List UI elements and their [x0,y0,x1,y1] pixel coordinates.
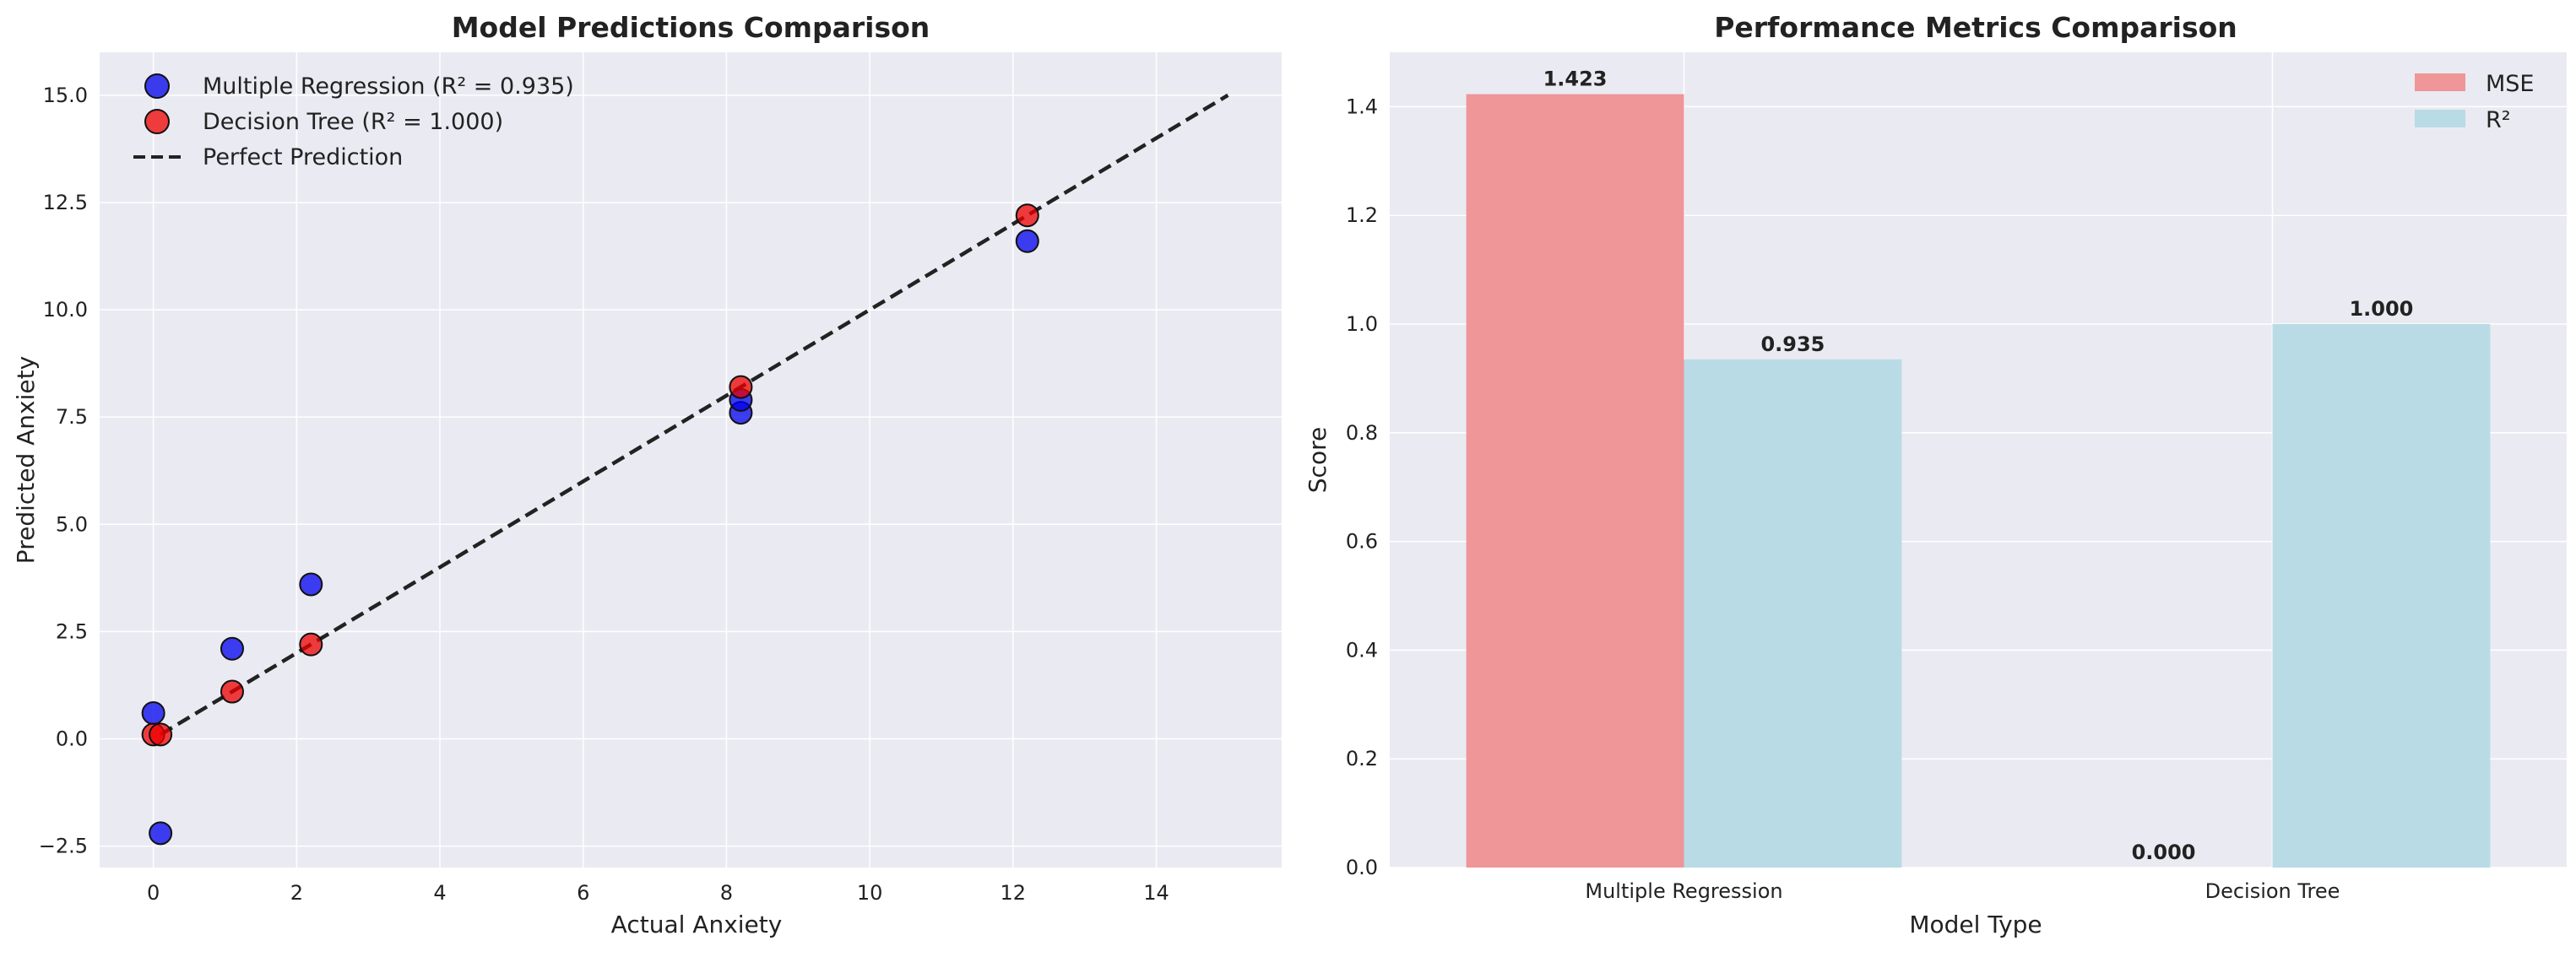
mse-value-label: 0.000 [2132,841,2196,864]
scatter-y-tick-label: 0.0 [56,727,88,750]
regression-point [299,572,323,597]
bar-y-axis-label: Score [1304,427,1331,493]
mse-value-label: 1.423 [1543,68,1608,91]
bar-y-tick-label: 1.2 [1346,203,1378,227]
bar-y-tick-label: 0.8 [1346,421,1378,445]
bar-panel: 0.0 0.2 0.4 0.6 0.8 1.0 1.2 1.4 1.423 0.935 0.000… [1304,11,2567,938]
scatter-y-tick-label: 5.0 [56,512,88,536]
scatter-y-tick-labels: −2.5 0.0 2.5 5.0 7.5 10.0 12.5 15.0 [39,84,88,858]
legend-label-mse: MSE [2486,71,2535,97]
regression-point [149,821,173,846]
decision-tree-point [1015,203,1039,228]
scatter-title: Model Predictions Comparison [452,11,930,44]
decision-tree-point [729,375,753,399]
scatter-points-layer [141,203,1039,846]
scatter-x-axis-label: Actual Anxiety [611,911,783,938]
bar-y-tick-label: 1.0 [1346,312,1378,336]
decision-tree-point [299,632,323,657]
scatter-x-tick-label: 8 [720,881,733,905]
scatter-x-tick-labels: 0 2 4 6 8 10 12 14 [147,881,1169,905]
legend-swatch-mse [2415,73,2465,91]
legend-label-r2: R² [2486,107,2511,133]
legend-label-perfect-prediction: Perfect Prediction [203,144,403,170]
r2-bar [2272,324,2491,868]
scatter-y-tick-label: 2.5 [56,619,88,643]
bar-y-tick-labels: 0.0 0.2 0.4 0.6 0.8 1.0 1.2 1.4 [1346,95,1378,879]
scatter-x-tick-label: 6 [577,881,589,905]
r2-value-label: 0.935 [1760,333,1825,356]
scatter-x-tick-label: 10 [857,881,883,905]
scatter-y-axis-label: Predicted Anxiety [12,356,40,564]
bar-y-tick-label: 1.4 [1346,95,1378,118]
bar-legend: MSE R² [2415,71,2535,133]
bar-rects-layer [1466,94,2491,868]
bar-value-labels: 1.423 0.935 0.000 1.000 [1543,68,2414,864]
scatter-x-tick-label: 0 [147,881,160,905]
scatter-y-tick-label: 10.0 [43,298,88,322]
bar-y-tick-label: 0.4 [1346,638,1378,662]
legend-label-decision-tree: Decision Tree (R² = 1.000) [203,109,503,135]
scatter-x-tick-label: 14 [1143,881,1169,905]
bar-title: Performance Metrics Comparison [1714,11,2237,44]
scatter-x-tick-label: 2 [290,881,303,905]
scatter-legend: Multiple Regression (R² = 0.935) Decisio… [133,73,574,170]
regression-point [220,636,244,661]
legend-marker-decision-tree [144,109,170,134]
scatter-panel: 0 2 4 6 8 10 12 14 −2.5 0.0 2.5 5.0 7.5 10.0 12.5 15.0… [12,11,1282,938]
regression-point [141,700,165,725]
scatter-y-tick-label: −2.5 [39,835,88,858]
regression-point [1015,229,1039,253]
r2-bar [1684,359,1902,868]
mse-bar [1466,94,1684,868]
decision-tree-point [149,722,173,747]
scatter-y-tick-label: 7.5 [56,405,88,429]
scatter-x-tick-label: 4 [433,881,446,905]
scatter-plot-area [100,52,1282,868]
perfect-prediction-line [159,93,1229,737]
r2-value-label: 1.000 [2349,297,2413,321]
scatter-y-tick-label: 15.0 [43,84,88,107]
legend-marker-multiple-regression [144,73,170,99]
bar-y-tick-label: 0.2 [1346,747,1378,770]
scatter-x-tick-label: 12 [1001,881,1027,905]
bar-y-tick-label: 0.0 [1346,856,1378,879]
bar-x-axis-label: Model Type [1909,911,2042,938]
legend-swatch-r2 [2415,110,2465,127]
decision-tree-point [220,679,244,704]
perfect-prediction-layer [159,93,1229,737]
bar-category-label: Decision Tree [2205,879,2340,903]
bar-category-labels: Multiple Regression Decision Tree [1585,879,2340,903]
scatter-y-tick-label: 12.5 [43,191,88,214]
bar-category-label: Multiple Regression [1585,879,1782,903]
bar-y-tick-label: 0.6 [1346,530,1378,554]
legend-label-multiple-regression: Multiple Regression (R² = 0.935) [203,73,574,100]
